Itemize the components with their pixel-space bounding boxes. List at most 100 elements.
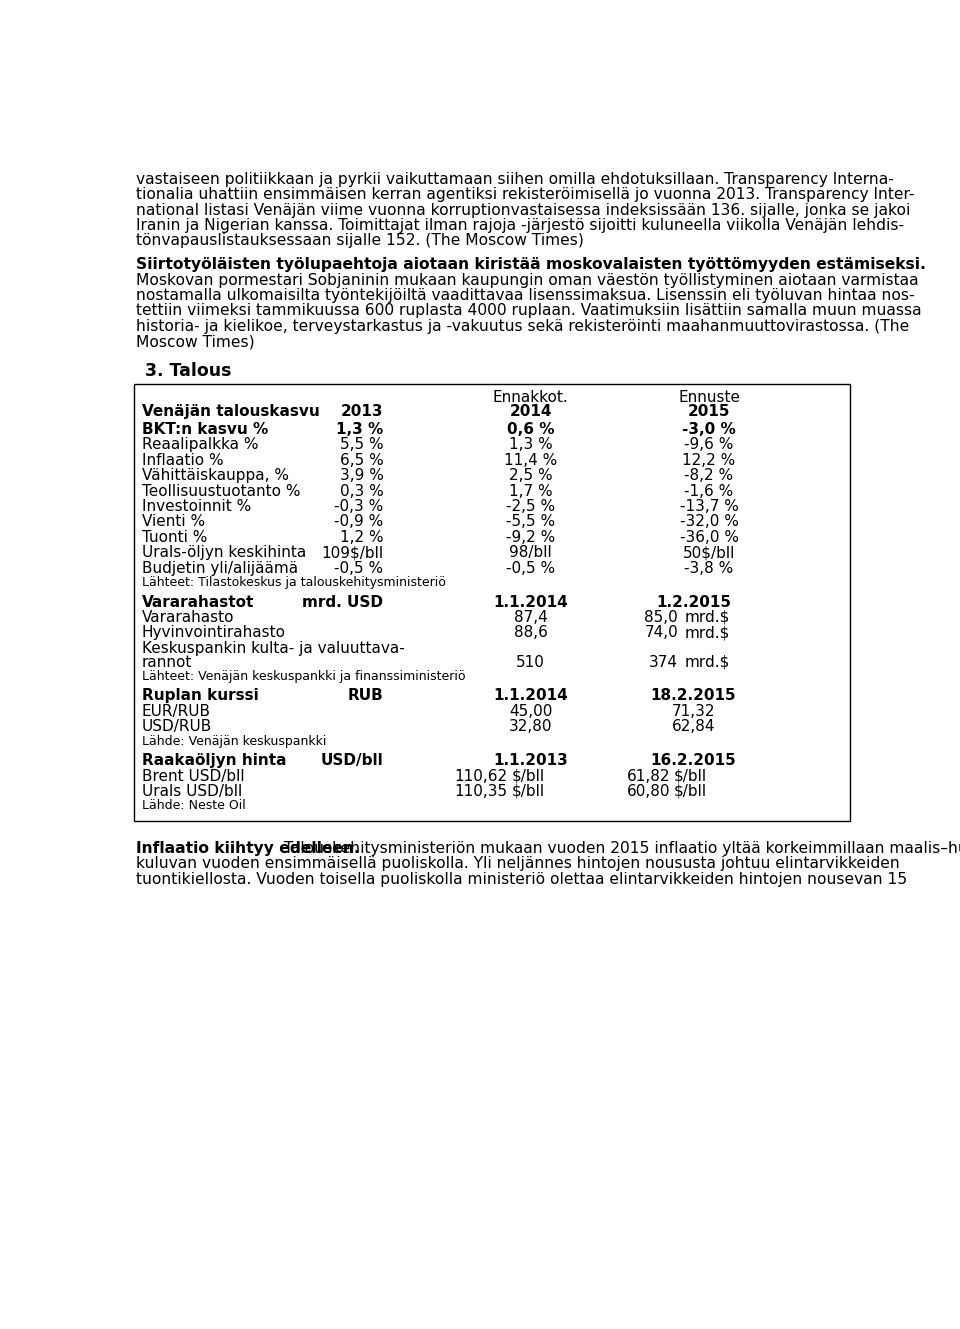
Text: 1.1.2014: 1.1.2014 <box>493 594 568 610</box>
Text: -13,7 %: -13,7 % <box>680 500 738 514</box>
Text: USD/RUB: USD/RUB <box>142 719 212 734</box>
Text: kuluvan vuoden ensimmäisellä puoliskolla. Yli neljännes hintojen noususta johtuu: kuluvan vuoden ensimmäisellä puoliskolla… <box>135 856 900 872</box>
Text: Inflaatio kiihtyy edelleen.: Inflaatio kiihtyy edelleen. <box>135 841 359 856</box>
Text: -0,3 %: -0,3 % <box>334 500 383 514</box>
Text: -3,8 %: -3,8 % <box>684 561 733 575</box>
Text: national listasi Venäjän viime vuonna korruptionvastaisessa indeksissään 136. si: national listasi Venäjän viime vuonna ko… <box>135 202 910 218</box>
Text: Urals USD/bll: Urals USD/bll <box>142 784 242 799</box>
Text: Lähteet: Venäjän keskuspankki ja finanssiministeriö: Lähteet: Venäjän keskuspankki ja finanss… <box>142 670 466 683</box>
Text: Investoinnit %: Investoinnit % <box>142 500 251 514</box>
Text: Keskuspankin kulta- ja valuuttava-: Keskuspankin kulta- ja valuuttava- <box>142 641 404 655</box>
Text: mrd.$: mrd.$ <box>684 626 730 641</box>
Text: Ruplan kurssi: Ruplan kurssi <box>142 688 258 703</box>
Text: 1,3 %: 1,3 % <box>336 423 383 437</box>
Text: 2,5 %: 2,5 % <box>509 468 553 484</box>
Bar <box>134 384 850 821</box>
Text: Raakaöljyn hinta: Raakaöljyn hinta <box>142 754 286 768</box>
Text: Vienti %: Vienti % <box>142 514 204 529</box>
Text: 85,0: 85,0 <box>644 610 678 625</box>
Text: -5,5 %: -5,5 % <box>506 514 555 529</box>
Text: nostamalla ulkomaisilta työntekijöiltä vaadittavaa lisenssimaksua. Lisenssin eli: nostamalla ulkomaisilta työntekijöiltä v… <box>135 288 914 303</box>
Text: vastaiseen politiikkaan ja pyrkii vaikuttamaan siihen omilla ehdotuksillaan. Tra: vastaiseen politiikkaan ja pyrkii vaikut… <box>135 171 894 187</box>
Text: -1,6 %: -1,6 % <box>684 484 733 498</box>
Text: 1.1.2013: 1.1.2013 <box>493 754 568 768</box>
Text: 1,3 %: 1,3 % <box>509 437 553 452</box>
Text: Ennakkot.: Ennakkot. <box>492 389 568 405</box>
Text: mrd.$: mrd.$ <box>684 610 730 625</box>
Text: -9,2 %: -9,2 % <box>506 530 556 545</box>
Text: tettiin viimeksi tammikuussa 600 ruplasta 4000 ruplaan. Vaatimuksiin lisättiin s: tettiin viimeksi tammikuussa 600 ruplast… <box>135 303 922 319</box>
Text: 32,80: 32,80 <box>509 719 553 734</box>
Text: tionalia uhattiin ensimmäisen kerran agentiksi rekisteröimisellä jo vuonna 2013.: tionalia uhattiin ensimmäisen kerran age… <box>135 187 914 202</box>
Text: 510: 510 <box>516 655 545 670</box>
Text: Inflaatio %: Inflaatio % <box>142 453 224 468</box>
Text: Siirtotyöläisten työlupaehtoja aiotaan kiristää moskovalaisten työttömyyden estä: Siirtotyöläisten työlupaehtoja aiotaan k… <box>135 258 925 272</box>
Text: Vähittäiskauppa, %: Vähittäiskauppa, % <box>142 468 289 484</box>
Text: 61,82: 61,82 <box>627 768 670 784</box>
Text: 18.2.2015: 18.2.2015 <box>651 688 736 703</box>
Text: Urals-öljyn keskihinta: Urals-öljyn keskihinta <box>142 545 306 561</box>
Text: Brent USD/bll: Brent USD/bll <box>142 768 245 784</box>
Text: -36,0 %: -36,0 % <box>680 530 738 545</box>
Text: Lähde: Venäjän keskuspankki: Lähde: Venäjän keskuspankki <box>142 735 326 748</box>
Text: 88,6: 88,6 <box>514 626 548 641</box>
Text: Iranin ja Nigerian kanssa. Toimittajat ilman rajoja -järjestö sijoitti kuluneell: Iranin ja Nigerian kanssa. Toimittajat i… <box>135 218 903 233</box>
Text: RUB: RUB <box>348 688 383 703</box>
Text: 0,6 %: 0,6 % <box>507 423 555 437</box>
Text: Vararahastot: Vararahastot <box>142 594 254 610</box>
Text: mrd. USD: mrd. USD <box>302 594 383 610</box>
Text: $/bll: $/bll <box>674 768 708 784</box>
Text: $/bll: $/bll <box>512 768 544 784</box>
Text: Budjetin yli/alijäämä: Budjetin yli/alijäämä <box>142 561 298 575</box>
Text: EUR/RUB: EUR/RUB <box>142 704 210 719</box>
Text: 74,0: 74,0 <box>644 626 678 641</box>
Text: historia- ja kielikoe, terveystarkastus ja -vakuutus sekä rekisteröinti maahanmu: historia- ja kielikoe, terveystarkastus … <box>135 319 909 334</box>
Text: 45,00: 45,00 <box>509 704 552 719</box>
Text: 62,84: 62,84 <box>672 719 715 734</box>
Text: 110,62: 110,62 <box>454 768 508 784</box>
Text: 2014: 2014 <box>510 404 552 419</box>
Text: -3,0 %: -3,0 % <box>683 423 736 437</box>
Text: -0,5 %: -0,5 % <box>334 561 383 575</box>
Text: rannot: rannot <box>142 655 192 670</box>
Text: Talouskehitysministeriön mukaan vuoden 2015 inflaatio yltää korkeimmillaan maali: Talouskehitysministeriön mukaan vuoden 2… <box>278 841 960 856</box>
Text: 1.1.2014: 1.1.2014 <box>493 688 568 703</box>
Text: 98/bll: 98/bll <box>510 545 552 561</box>
Text: 16.2.2015: 16.2.2015 <box>651 754 736 768</box>
Text: 2013: 2013 <box>341 404 383 419</box>
Text: -0,9 %: -0,9 % <box>334 514 383 529</box>
Text: 5,5 %: 5,5 % <box>340 437 383 452</box>
Text: $/bll: $/bll <box>674 784 708 799</box>
Text: -2,5 %: -2,5 % <box>506 500 555 514</box>
Text: 12,2 %: 12,2 % <box>683 453 735 468</box>
Text: 87,4: 87,4 <box>514 610 547 625</box>
Text: Lähteet: Tilastokeskus ja talouskehitysministeriö: Lähteet: Tilastokeskus ja talouskehitysm… <box>142 575 445 589</box>
Text: 71,32: 71,32 <box>672 704 715 719</box>
Text: 2015: 2015 <box>687 404 731 419</box>
Text: -32,0 %: -32,0 % <box>680 514 738 529</box>
Text: -8,2 %: -8,2 % <box>684 468 733 484</box>
Text: 1.2.2015: 1.2.2015 <box>656 594 731 610</box>
Text: tuontikiellosta. Vuoden toisella puoliskolla ministeriö olettaa elintarvikkeiden: tuontikiellosta. Vuoden toisella puolisk… <box>135 872 907 886</box>
Text: 1,2 %: 1,2 % <box>340 530 383 545</box>
Text: Moskovan pormestari Sobjaninin mukaan kaupungin oman väestön työllistyminen aiot: Moskovan pormestari Sobjaninin mukaan ka… <box>135 272 918 287</box>
Text: Lähde: Neste Oil: Lähde: Neste Oil <box>142 799 246 812</box>
Text: tönvapauslistauksessaan sijalle 152. (The Moscow Times): tönvapauslistauksessaan sijalle 152. (Th… <box>135 234 584 249</box>
Text: Vararahasto: Vararahasto <box>142 610 234 625</box>
Text: 11,4 %: 11,4 % <box>504 453 558 468</box>
Text: Moscow Times): Moscow Times) <box>135 335 254 350</box>
Text: Reaalipalkka %: Reaalipalkka % <box>142 437 258 452</box>
Text: $/bll: $/bll <box>512 784 544 799</box>
Text: 110,35: 110,35 <box>454 784 508 799</box>
Text: 0,3 %: 0,3 % <box>340 484 383 498</box>
Text: USD/bll: USD/bll <box>321 754 383 768</box>
Text: 50$/bll: 50$/bll <box>683 545 735 561</box>
Text: Teollisuustuotanto %: Teollisuustuotanto % <box>142 484 300 498</box>
Text: Tuonti %: Tuonti % <box>142 530 207 545</box>
Text: Ennuste: Ennuste <box>678 389 740 405</box>
Text: 3,9 %: 3,9 % <box>340 468 383 484</box>
Text: Hyvinvointirahasto: Hyvinvointirahasto <box>142 626 286 641</box>
Text: mrd.$: mrd.$ <box>684 655 730 670</box>
Text: BKT:n kasvu %: BKT:n kasvu % <box>142 423 268 437</box>
Text: -0,5 %: -0,5 % <box>506 561 555 575</box>
